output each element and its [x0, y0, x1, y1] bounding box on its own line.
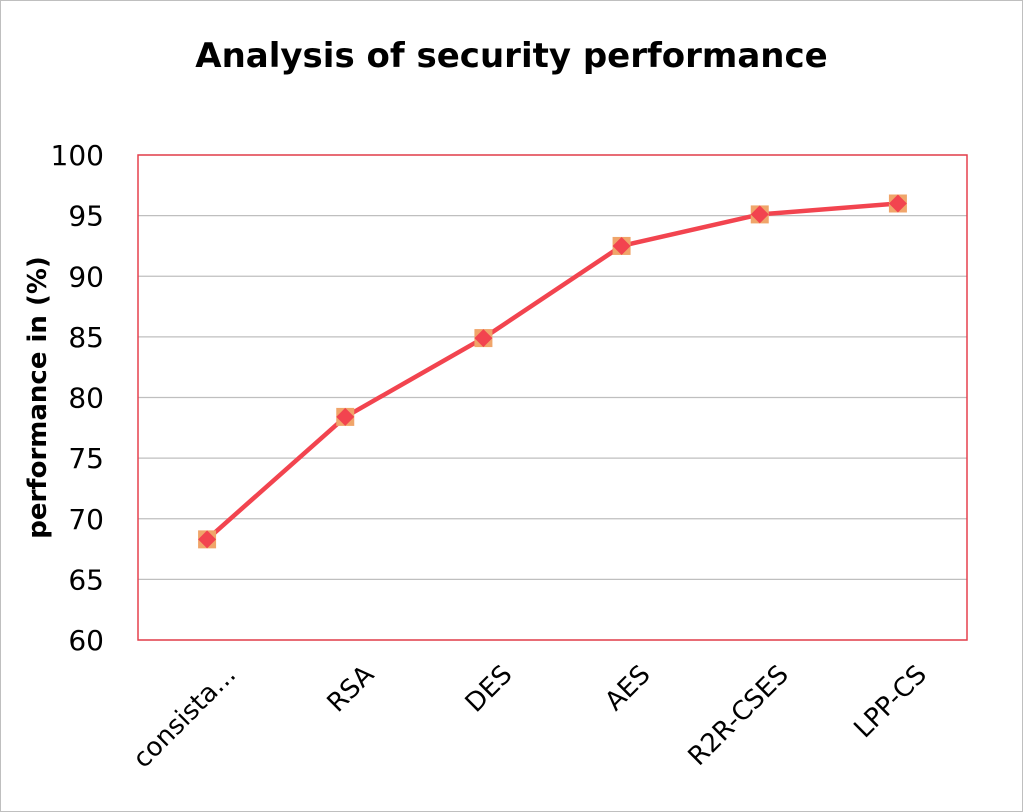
gridlines: [138, 154, 967, 641]
y-tick-label: 60: [68, 624, 104, 657]
plot-area-border: [137, 154, 968, 641]
y-tick-label: 95: [68, 200, 104, 233]
x-tick-label: AES: [599, 660, 656, 717]
x-tick-label: LPP-CS: [848, 660, 932, 744]
y-tick-label: 65: [68, 563, 104, 596]
y-tick-label: 90: [68, 260, 104, 293]
data-point-diamond: [888, 194, 907, 213]
x-tick-label: RSA: [322, 660, 381, 719]
x-tick-label: DES: [460, 660, 519, 719]
x-tick-label: consista...: [128, 660, 242, 774]
y-tick-label: 85: [68, 321, 104, 354]
chart-title: Analysis of security performance: [195, 36, 828, 76]
data-markers: [198, 194, 907, 549]
data-point-diamond: [750, 205, 769, 224]
y-tick-label: 100: [51, 139, 104, 172]
x-tick-label: R2R-CSES: [683, 660, 795, 772]
data-point-diamond: [612, 236, 631, 255]
y-tick-labels: 60 65 70 75 80 85 90 95 100: [51, 139, 104, 657]
series-line: [205, 201, 899, 542]
data-point-diamond: [198, 530, 217, 549]
x-tick-labels: consista... RSA DES AES R2R-CSES LPP-CS: [128, 660, 933, 775]
data-point-diamond: [336, 407, 355, 426]
y-tick-label: 70: [68, 503, 104, 536]
data-point-diamond: [474, 329, 493, 348]
y-axis-label: performance in (%): [23, 256, 53, 539]
y-tick-label: 80: [68, 382, 104, 415]
y-tick-label: 75: [68, 442, 104, 475]
